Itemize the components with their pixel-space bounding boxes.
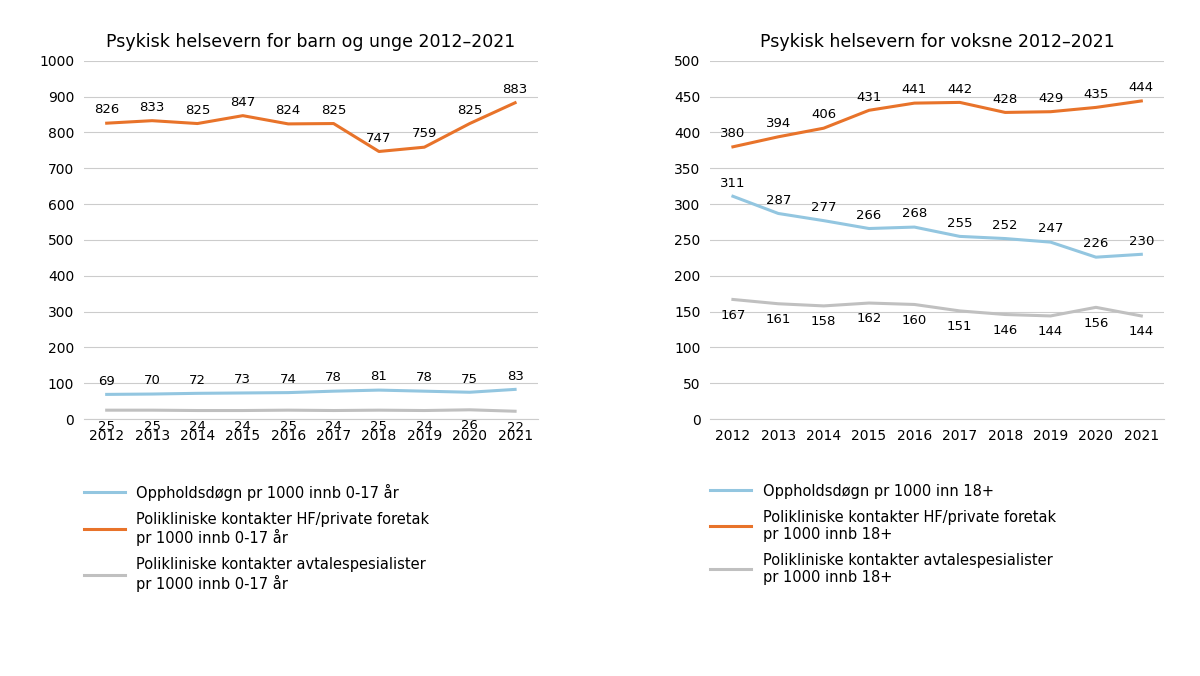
Text: 230: 230 [1129,235,1154,247]
Title: Psykisk helsevern for voksne 2012–2021: Psykisk helsevern for voksne 2012–2021 [760,33,1115,51]
Text: 24: 24 [234,420,251,433]
Text: 759: 759 [412,128,437,141]
Text: 25: 25 [144,420,161,433]
Text: 162: 162 [857,312,882,325]
Legend: Oppholdsdøgn pr 1000 inn 18+, Polikliniske kontakter HF/private foretak
pr 1000 : Oppholdsdøgn pr 1000 inn 18+, Poliklinis… [710,483,1056,585]
Text: 24: 24 [190,420,206,433]
Text: 825: 825 [185,104,210,117]
Text: 825: 825 [457,104,482,117]
Text: 75: 75 [461,372,479,385]
Text: 826: 826 [94,103,119,116]
Text: 847: 847 [230,96,256,109]
Text: 24: 24 [325,420,342,433]
Text: 81: 81 [371,370,388,383]
Text: 277: 277 [811,201,836,214]
Text: 151: 151 [947,320,972,333]
Text: 78: 78 [416,371,433,385]
Text: 266: 266 [857,209,882,222]
Text: 156: 156 [1084,317,1109,330]
Text: 431: 431 [857,91,882,103]
Text: 24: 24 [416,420,433,433]
Legend: Oppholdsdøgn pr 1000 innb 0-17 år, Polikliniske kontakter HF/private foretak
pr : Oppholdsdøgn pr 1000 innb 0-17 år, Polik… [84,483,430,592]
Text: 69: 69 [98,375,115,387]
Text: 73: 73 [234,373,251,386]
Text: 25: 25 [280,420,296,433]
Text: 78: 78 [325,371,342,385]
Text: 825: 825 [320,104,347,117]
Text: 883: 883 [503,83,528,96]
Text: 394: 394 [766,117,791,130]
Text: 441: 441 [901,83,928,97]
Text: 161: 161 [766,313,791,327]
Text: 72: 72 [188,374,206,387]
Text: 146: 146 [992,324,1018,337]
Text: 158: 158 [811,315,836,329]
Text: 25: 25 [98,420,115,433]
Text: 268: 268 [901,208,928,220]
Text: 160: 160 [901,314,928,327]
Text: 26: 26 [461,419,478,432]
Text: 442: 442 [947,82,972,96]
Text: 287: 287 [766,194,791,207]
Text: 167: 167 [720,309,745,322]
Text: 444: 444 [1129,81,1154,94]
Text: 435: 435 [1084,88,1109,101]
Text: 747: 747 [366,132,391,145]
Text: 74: 74 [280,373,296,386]
Text: 824: 824 [276,104,301,117]
Text: 406: 406 [811,108,836,122]
Text: 252: 252 [992,219,1018,232]
Text: 833: 833 [139,101,164,114]
Text: 25: 25 [371,420,388,433]
Title: Psykisk helsevern for barn og unge 2012–2021: Psykisk helsevern for barn og unge 2012–… [107,33,516,51]
Text: 70: 70 [144,375,161,387]
Text: 380: 380 [720,127,745,140]
Text: 255: 255 [947,217,972,230]
Text: 311: 311 [720,176,745,189]
Text: 247: 247 [1038,222,1063,235]
Text: 22: 22 [506,420,523,434]
Text: 144: 144 [1129,325,1154,339]
Text: 83: 83 [506,370,523,383]
Text: 428: 428 [992,93,1018,105]
Text: 144: 144 [1038,325,1063,339]
Text: 226: 226 [1084,237,1109,250]
Text: 429: 429 [1038,92,1063,105]
